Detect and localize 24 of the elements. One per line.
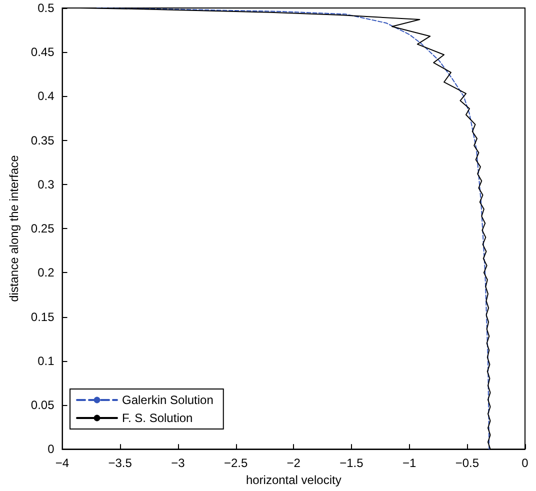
y-tick-label: 0.3 [38,177,55,192]
x-tick-label: 0 [522,456,529,470]
y-tick-label: 0.05 [30,398,55,412]
y-tick-label: 0.45 [30,45,55,60]
x-tick-label: −0.5 [455,456,480,470]
x-tick-label: −3 [171,456,186,470]
x-tick-label: −2 [286,456,301,470]
x-tick-label: −4 [55,456,70,470]
y-tick-label: 0.15 [30,310,55,324]
x-tick-label: −2.5 [224,456,248,470]
x-tick-label: −3.5 [108,456,132,470]
legend-label: F. S. Solution [122,411,193,425]
y-tick-label: 0.25 [30,222,55,236]
x-axis-title: horizontal velocity [246,473,342,487]
legend-label: Galerkin Solution [122,393,214,407]
y-tick-label: 0.4 [38,89,55,104]
x-tick-label: −1 [402,456,416,470]
y-tick-label: 0.5 [38,1,55,15]
y-tick-label: 0.35 [30,133,55,148]
y-tick-label: 0 [48,442,55,456]
y-tick-label: 0.1 [38,354,55,368]
y-axis-title: distance along the interface [7,154,21,302]
x-tick-label: −1.5 [340,456,364,470]
y-tick-label: 0.2 [38,266,55,280]
